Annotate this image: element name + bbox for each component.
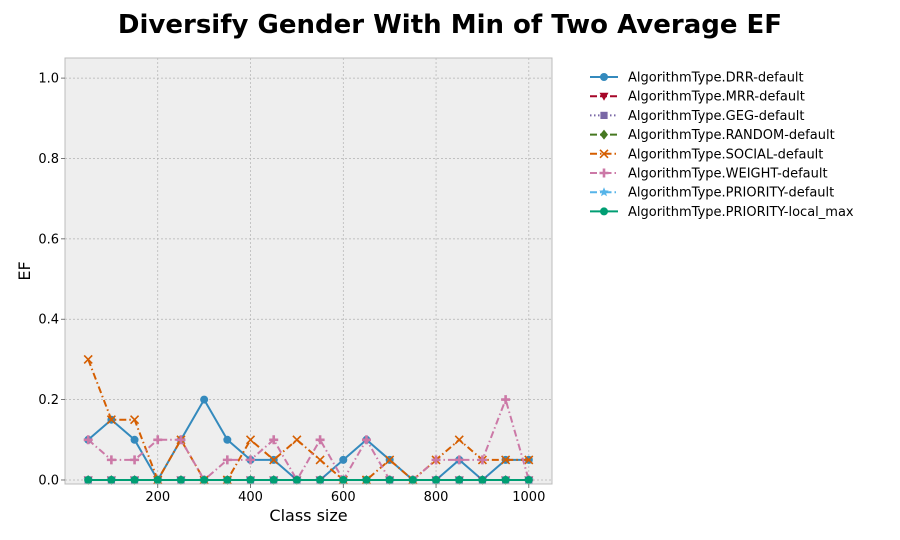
x-tick-label: 400 [238,490,263,505]
data-point [524,475,533,484]
data-point [478,475,487,484]
plot-border [64,57,553,485]
data-point [454,435,464,445]
data-point [292,475,301,484]
data-point [83,354,93,364]
legend-label: AlgorithmType.RANDOM-default [628,128,835,143]
y-tick-label: 0.2 [38,393,59,408]
data-point [432,475,441,484]
legend-item: AlgorithmType.MRR-default [590,90,805,105]
legend-item: AlgorithmType.PRIORITY-default [590,186,834,201]
data-point [455,475,464,484]
chart-title: Diversify Gender With Min of Two Average… [118,10,782,40]
legend-label: AlgorithmType.DRR-default [628,71,804,86]
data-point [130,475,139,484]
legend-item: AlgorithmType.GEG-default [590,109,804,124]
legend-item: AlgorithmType.WEIGHT-default [590,167,828,182]
data-point [200,395,209,404]
data-point [315,455,325,465]
data-point [524,455,534,465]
data-point [245,435,256,445]
plot-area [64,57,553,485]
data-point [501,455,511,465]
legend-marker [599,149,609,159]
data-point [83,435,93,445]
data-point [269,475,278,484]
y-tick-label: 0.6 [38,232,59,247]
data-point [339,475,348,484]
legend-marker [600,73,608,81]
data-point [385,475,394,484]
legend-label: AlgorithmType.PRIORITY-local_max [628,205,854,220]
legend-item: AlgorithmType.SOCIAL-default [590,147,823,162]
legend-label: AlgorithmType.GEG-default [628,109,804,124]
legend-marker [600,129,608,140]
series-layer [83,354,534,485]
legend-marker [600,111,608,119]
y-tick-label: 0.8 [38,152,59,167]
data-point [200,475,209,484]
y-tick-label: 0.0 [38,473,59,488]
data-point [130,415,140,425]
data-point [176,475,185,484]
data-point [153,435,163,445]
data-point [315,435,325,445]
legend-label: AlgorithmType.SOCIAL-default [628,147,823,162]
legend-marker [600,207,608,216]
data-point [107,475,116,484]
legend-label: AlgorithmType.PRIORITY-default [628,186,834,201]
plot-background [65,58,552,484]
x-tick-label: 800 [424,490,449,505]
legend-marker [599,168,609,178]
data-point [222,455,232,465]
data-point [130,435,139,444]
data-point [223,475,232,484]
y-tick-label: 0.4 [38,313,59,328]
legend-marker [599,92,609,101]
x-axis-label: Class size [269,506,347,525]
data-point [431,455,441,465]
data-point [385,455,395,465]
data-point [84,475,93,484]
data-point [153,475,162,484]
data-point [269,435,279,445]
data-point [106,415,116,425]
legend-marker [599,187,609,197]
data-point [362,475,371,484]
legend-item: AlgorithmType.RANDOM-default [590,128,835,143]
series-7 [84,475,533,484]
data-point [269,455,279,465]
data-point [106,455,116,465]
legend: AlgorithmType.DRR-default AlgorithmType.M… [590,71,854,220]
y-axis-ticks: 0.0 0.2 0.4 0.6 0.8 1.0 [38,72,65,488]
data-point [246,455,256,465]
data-point [454,455,464,465]
legend-label: AlgorithmType.MRR-default [628,90,805,105]
x-tick-label: 600 [331,490,356,505]
data-point [223,435,232,444]
series-line [87,359,529,481]
data-point [316,475,325,484]
y-tick-label: 1.0 [38,72,59,87]
y-axis-label: EF [15,261,34,280]
legend-item: AlgorithmType.PRIORITY-local_max [590,205,854,220]
data-point [408,475,417,484]
data-point [130,455,140,465]
legend-label: AlgorithmType.WEIGHT-default [628,167,828,182]
data-point [501,475,510,484]
data-point [501,395,511,405]
data-point [292,435,302,445]
legend-item: AlgorithmType.DRR-default [590,71,804,86]
data-point [246,475,255,484]
data-point [339,455,348,464]
data-point [176,435,186,445]
x-tick-label: 200 [145,490,170,505]
data-point [477,455,487,465]
data-point [361,435,371,445]
x-axis-ticks: 200 400 600 800 1000 [145,484,545,505]
x-tick-label: 1000 [512,490,545,505]
